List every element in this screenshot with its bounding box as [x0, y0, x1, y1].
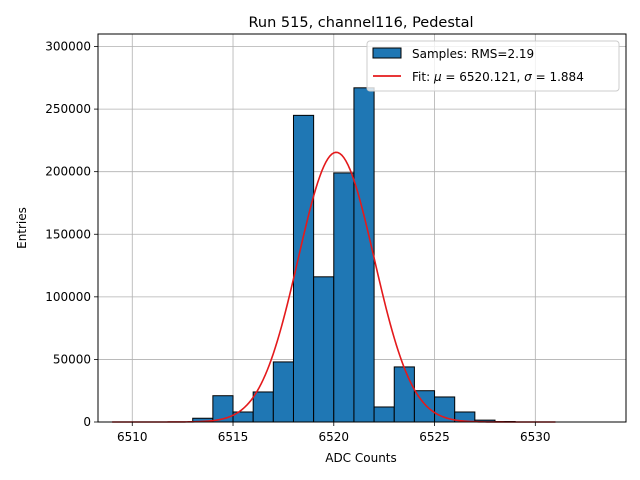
x-tick-label: 6515: [218, 430, 249, 444]
y-tick-label: 0: [83, 415, 91, 429]
sigma-symbol: σ: [524, 70, 532, 84]
y-tick-label: 250000: [45, 102, 91, 116]
histogram-bar: [353, 87, 375, 423]
histogram-bar: [313, 276, 335, 423]
x-axis-label: ADC Counts: [325, 451, 397, 465]
chart-title: Run 515, channel116, Pedestal: [248, 15, 473, 31]
histogram-bar: [393, 366, 415, 423]
y-tick-label: 100000: [45, 290, 91, 304]
legend-label-samples: Samples: RMS=2.19: [412, 47, 534, 61]
fit-mu-value: 6520.121: [459, 70, 516, 84]
legend-box: [366, 40, 620, 92]
fit-sigma-value: 1.884: [549, 70, 583, 84]
histogram-bar: [373, 406, 395, 423]
x-axis-ticks: 6510 6515 6520 6525 6530: [117, 422, 551, 444]
x-tick-label: 6510: [117, 430, 148, 444]
y-axis-ticks: 0 50000 100000 150000 200000 250000 300000: [45, 40, 98, 429]
x-tick-label: 6520: [319, 430, 350, 444]
mu-symbol: μ: [433, 70, 442, 84]
legend-label-fit: Fit: μ = 6520.121, σ = 1.884: [412, 70, 584, 84]
x-tick-label: 6525: [419, 430, 450, 444]
histogram-bar: [272, 361, 294, 423]
y-tick-label: 50000: [53, 352, 91, 366]
legend-swatch-samples: [372, 47, 402, 59]
x-tick-label: 6530: [520, 430, 551, 444]
fit-mu-equals: =: [442, 70, 460, 84]
histogram-bar: [333, 172, 355, 423]
y-tick-label: 150000: [45, 227, 91, 241]
fit-sigma-equals: =: [532, 70, 550, 84]
y-axis-label: Entries: [15, 207, 29, 249]
y-tick-label: 300000: [45, 40, 91, 54]
legend: Samples: RMS=2.19 Fit: μ = 6520.121, σ =…: [366, 40, 620, 92]
histogram-bars: [192, 87, 516, 423]
fit-label-prefix: Fit:: [412, 70, 434, 84]
y-tick-label: 200000: [45, 165, 91, 179]
fit-separator: ,: [517, 70, 525, 84]
histogram-bar: [252, 391, 274, 423]
plot-frame: [97, 33, 627, 423]
